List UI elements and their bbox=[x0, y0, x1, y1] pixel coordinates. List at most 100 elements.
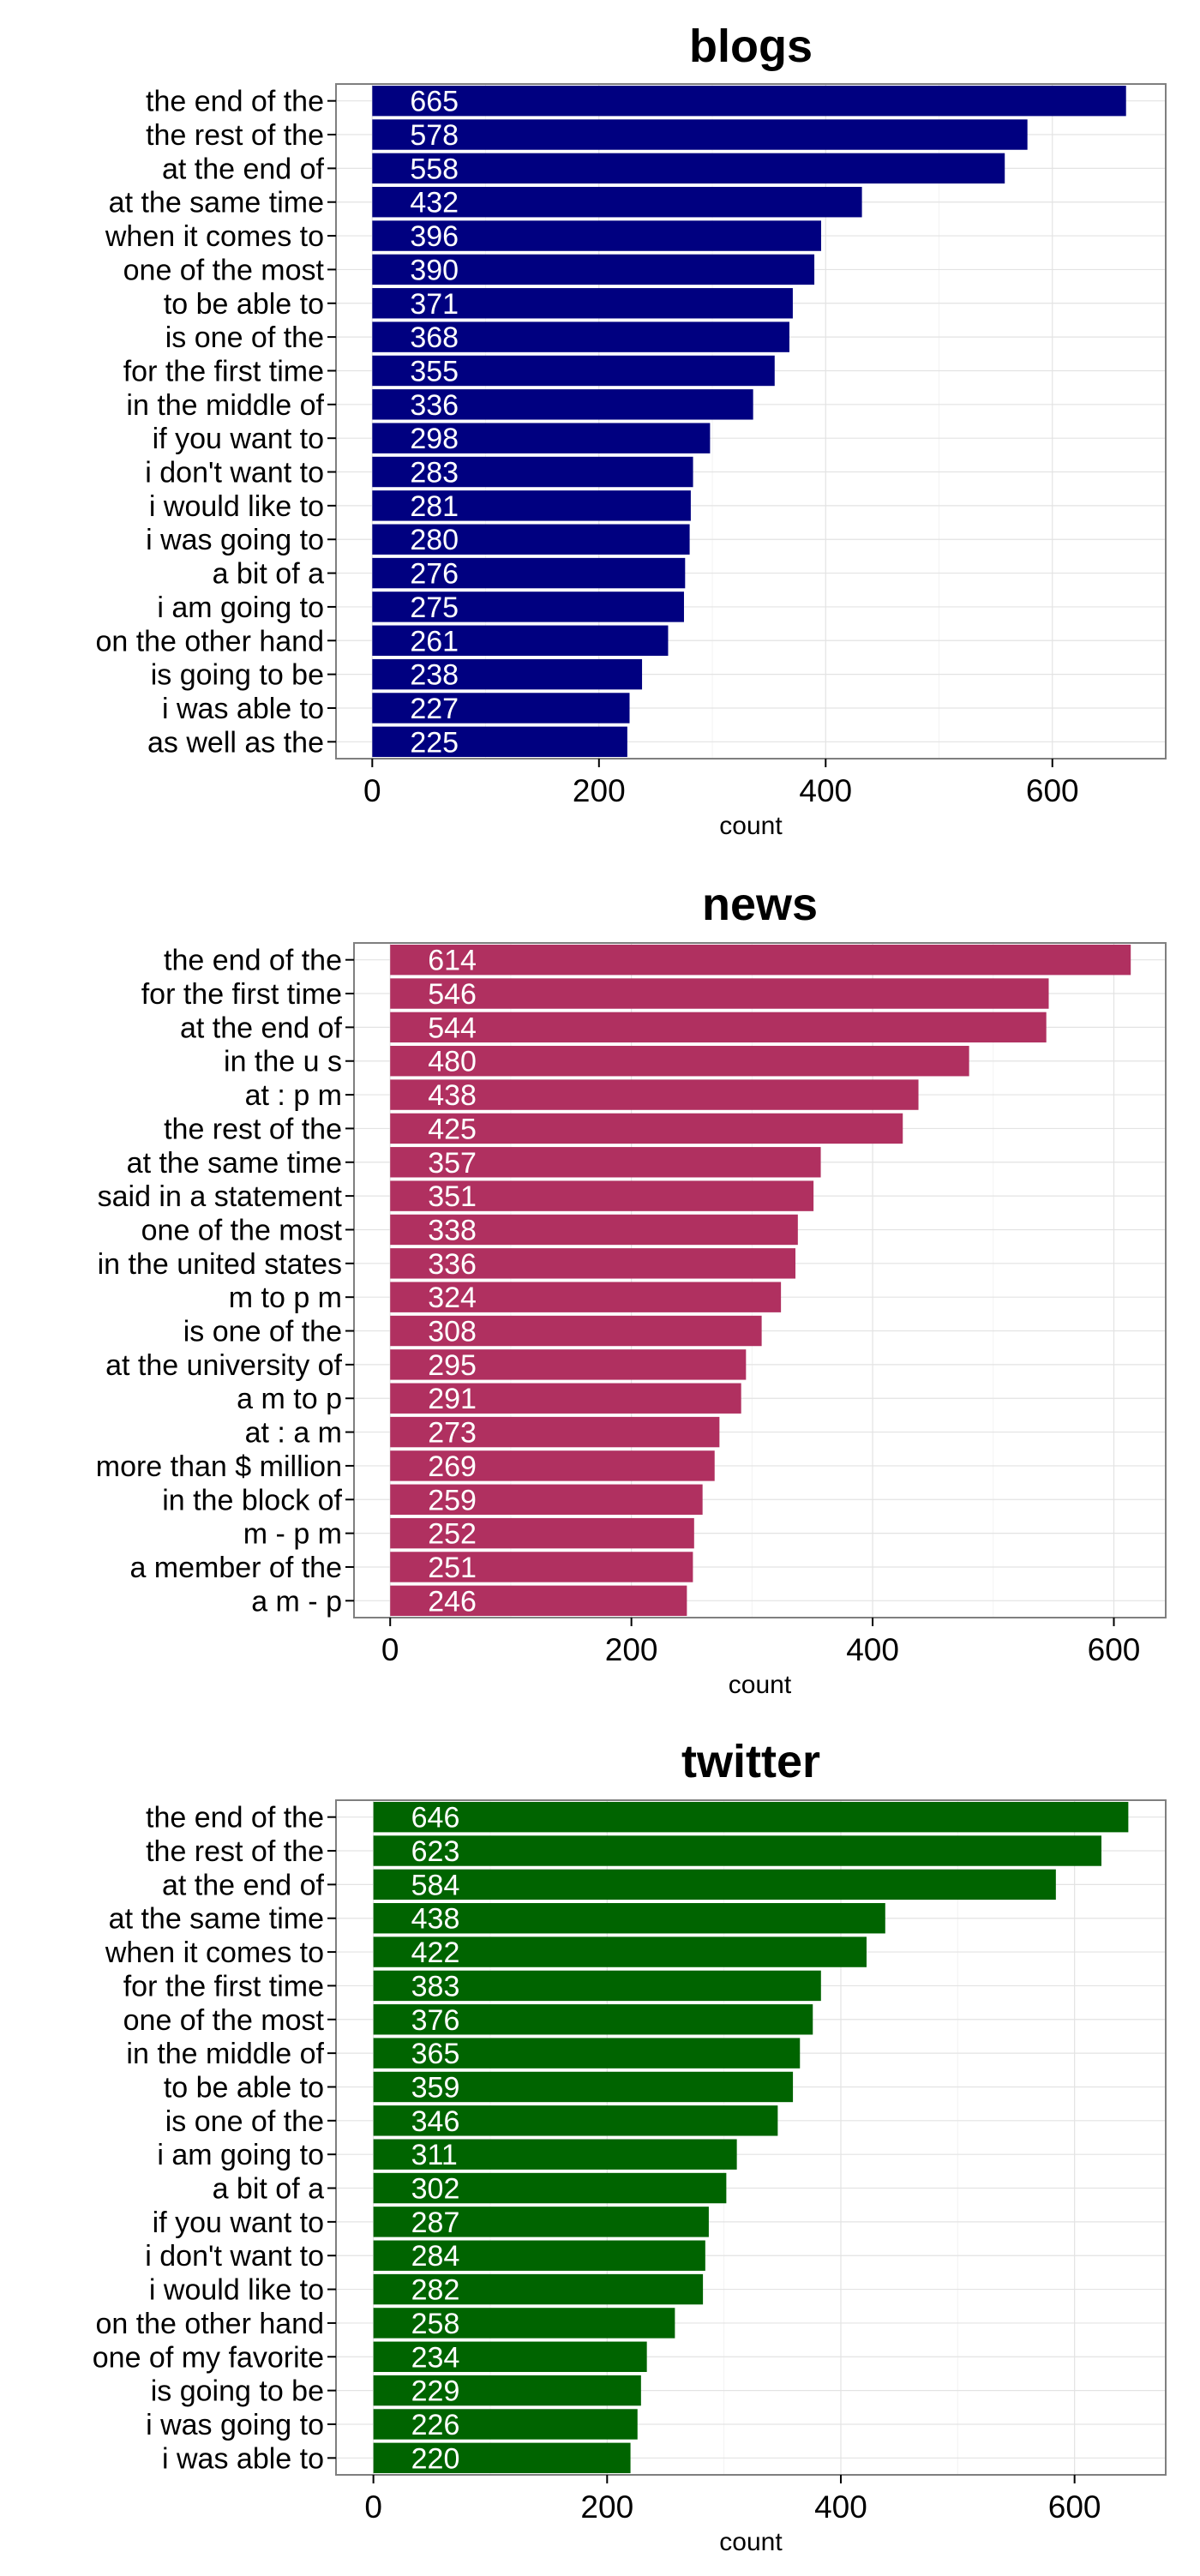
x-axis-tick-label: 200 bbox=[573, 773, 626, 808]
bar-value-label: 558 bbox=[410, 153, 459, 185]
bar bbox=[373, 1903, 885, 1934]
bar-value-label: 284 bbox=[411, 2240, 460, 2273]
chart-title: news bbox=[702, 879, 818, 930]
bar bbox=[373, 1801, 1129, 1833]
bar bbox=[372, 524, 690, 555]
chart-panel-blogs: 6655785584323963903713683553362982832812… bbox=[95, 21, 1167, 840]
plot-background bbox=[336, 84, 1166, 759]
bar bbox=[373, 2172, 727, 2204]
bar bbox=[373, 2341, 647, 2372]
bar-value-label: 261 bbox=[410, 625, 459, 658]
y-axis-label: the end of the bbox=[146, 1802, 324, 1834]
y-axis-label: to be able to bbox=[164, 2071, 324, 2104]
bar bbox=[390, 1416, 720, 1448]
x-axis-tick-label: 0 bbox=[364, 2489, 382, 2525]
x-axis-tick-label: 200 bbox=[580, 2489, 633, 2525]
bar bbox=[372, 726, 627, 758]
bar bbox=[390, 1214, 798, 1246]
bar-value-label: 324 bbox=[428, 1282, 477, 1314]
bar-value-label: 281 bbox=[410, 490, 459, 523]
y-axis-label: i was able to bbox=[162, 2442, 324, 2475]
y-axis-label: is one of the bbox=[183, 1316, 342, 1348]
bar-value-label: 225 bbox=[410, 726, 459, 759]
bar-value-label: 273 bbox=[428, 1417, 477, 1450]
y-axis-label: i was going to bbox=[146, 2409, 324, 2441]
y-axis-label: at the end of bbox=[162, 1869, 325, 1901]
bar bbox=[373, 2409, 638, 2440]
y-axis-label: a bit of a bbox=[213, 2173, 325, 2206]
y-axis-label: is going to be bbox=[151, 659, 324, 692]
x-axis-tick-label: 600 bbox=[1088, 1632, 1141, 1667]
bar bbox=[373, 2139, 737, 2170]
y-axis-label: i don't want to bbox=[145, 457, 324, 489]
bar-value-label: 371 bbox=[410, 288, 459, 321]
y-axis-label: to be able to bbox=[164, 288, 324, 321]
bar-value-label: 351 bbox=[428, 1180, 477, 1213]
y-axis-label: one of the most bbox=[123, 254, 325, 286]
y-axis-label: the end of the bbox=[146, 86, 324, 118]
y-axis-label: at the same time bbox=[109, 1903, 324, 1936]
bar-value-label: 298 bbox=[410, 423, 459, 455]
y-axis-label: if you want to bbox=[153, 423, 324, 455]
y-axis-label: is one of the bbox=[165, 321, 324, 354]
y-axis-label: in the block of bbox=[162, 1484, 342, 1516]
y-axis-label: more than $ million bbox=[96, 1450, 342, 1483]
bar bbox=[373, 1869, 1056, 1900]
bar-value-label: 226 bbox=[411, 2409, 460, 2441]
plot-border bbox=[353, 942, 1167, 1618]
bar bbox=[373, 1835, 1102, 1866]
bar-value-label: 276 bbox=[410, 558, 459, 591]
bar-value-label: 238 bbox=[410, 659, 459, 692]
bar bbox=[372, 423, 711, 453]
bar bbox=[390, 1552, 693, 1582]
bar bbox=[390, 1585, 687, 1617]
bar bbox=[390, 1046, 969, 1077]
chart-panel-twitter: 6466235844384223833763653593463113022872… bbox=[93, 1736, 1167, 2556]
bar bbox=[373, 2442, 631, 2474]
bar-value-label: 396 bbox=[410, 220, 459, 253]
bar-value-label: 280 bbox=[410, 524, 459, 556]
bar-value-label: 584 bbox=[411, 1869, 460, 1901]
y-axis-label: at the end of bbox=[180, 1012, 343, 1044]
y-axis-label: the rest of the bbox=[164, 1113, 342, 1145]
y-axis-label: in the u s bbox=[224, 1046, 342, 1078]
x-axis-tick-label: 600 bbox=[1026, 773, 1079, 808]
bar-value-label: 336 bbox=[428, 1248, 477, 1281]
bar bbox=[372, 557, 686, 589]
bar-value-label: 258 bbox=[411, 2308, 460, 2340]
bar bbox=[372, 119, 1028, 150]
bar-value-label: 252 bbox=[428, 1518, 477, 1551]
y-axis-label: the end of the bbox=[164, 945, 342, 977]
bar bbox=[390, 1315, 762, 1347]
y-axis-label: when it comes to bbox=[105, 220, 324, 253]
bar bbox=[390, 1282, 782, 1312]
bar-value-label: 269 bbox=[428, 1450, 477, 1483]
y-axis-label: m to p m bbox=[229, 1282, 342, 1314]
bar bbox=[390, 1079, 919, 1110]
bar bbox=[390, 1012, 1047, 1043]
y-axis-label: at the university of bbox=[105, 1349, 342, 1382]
bar bbox=[373, 2273, 704, 2305]
y-axis-label: is going to be bbox=[151, 2375, 324, 2408]
y-axis-label: at : a m bbox=[245, 1417, 342, 1450]
bar bbox=[390, 1450, 715, 1481]
y-axis-label: for the first time bbox=[123, 355, 324, 387]
bar-value-label: 614 bbox=[428, 945, 477, 977]
bar bbox=[390, 1517, 694, 1549]
bar-value-label: 480 bbox=[428, 1046, 477, 1078]
bar bbox=[390, 944, 1131, 976]
y-axis-label: when it comes to bbox=[105, 1937, 324, 1969]
bar-value-label: 311 bbox=[411, 2139, 458, 2171]
bar bbox=[373, 2105, 778, 2136]
bar bbox=[372, 658, 643, 690]
chart-title: twitter bbox=[681, 1736, 820, 1787]
y-axis-label: for the first time bbox=[141, 978, 342, 1011]
bar bbox=[373, 2038, 801, 2069]
y-axis-label: i am going to bbox=[157, 591, 324, 624]
y-axis-label: for the first time bbox=[123, 1970, 324, 2003]
y-axis-label: as well as the bbox=[147, 726, 324, 759]
y-axis-label: one of the most bbox=[123, 2004, 325, 2037]
bar-value-label: 357 bbox=[428, 1147, 477, 1180]
y-axis-label: at the same time bbox=[109, 187, 324, 219]
